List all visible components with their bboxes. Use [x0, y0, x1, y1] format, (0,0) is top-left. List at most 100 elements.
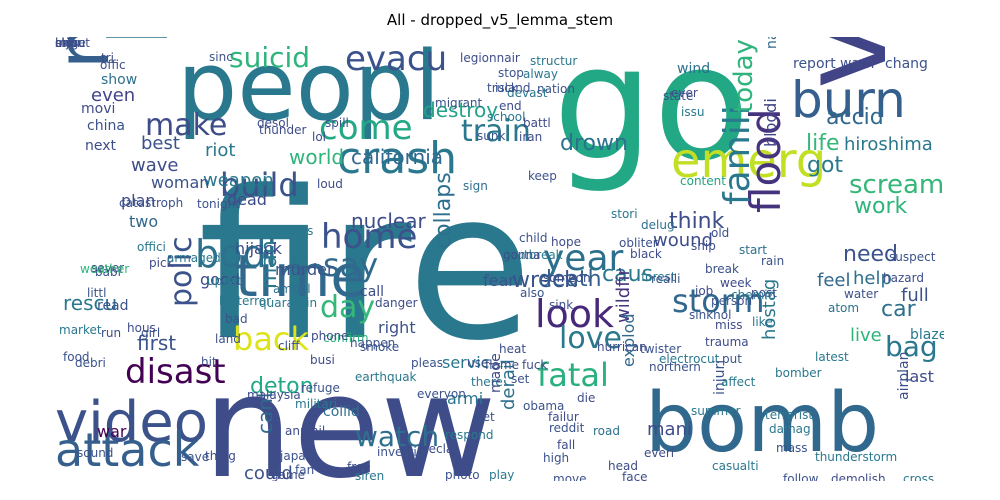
cloud-word: catastroph: [119, 196, 184, 210]
cloud-word: refuge: [301, 381, 340, 395]
cloud-word: job: [695, 284, 714, 298]
cloud-word: smoke: [360, 340, 400, 354]
cloud-word: truck: [487, 81, 518, 95]
cloud-word: help: [853, 268, 892, 289]
cloud-word: weather: [80, 262, 130, 276]
cloud-word: stop: [498, 66, 524, 80]
cloud-word: work: [854, 194, 908, 219]
cloud-word: northern: [649, 360, 701, 374]
cloud-word: chang: [885, 56, 928, 72]
cloud-word: home: [321, 217, 418, 257]
cloud-word: thing: [205, 449, 236, 463]
cloud-word: look: [535, 292, 615, 336]
cloud-word: malaysia: [247, 388, 301, 402]
cloud-word: video: [55, 390, 208, 455]
cloud-word: report: [793, 56, 836, 72]
cloud-word: move: [553, 472, 587, 481]
cloud-word: next: [85, 138, 117, 154]
cloud-word: black: [630, 247, 662, 261]
cloud-word: hous: [127, 321, 156, 335]
cloud-word: everyon: [417, 387, 466, 401]
cloud-word: lol: [312, 130, 327, 144]
cloud-word: fire: [198, 148, 534, 386]
cloud-word: someon: [543, 271, 591, 285]
cloud-word: nuclear: [351, 209, 426, 233]
cloud-word: land: [215, 332, 241, 346]
cloud-word: tri: [101, 51, 114, 65]
cloud-word: come: [319, 108, 413, 148]
cloud-word: content: [680, 174, 726, 188]
cloud-word: bloodi: [761, 98, 780, 147]
cloud-word: warn: [840, 56, 875, 72]
cloud-word: food: [63, 350, 90, 364]
cloud-word: girl: [141, 326, 161, 340]
cloud-word: desol: [257, 116, 289, 130]
cloud-word: show: [101, 72, 138, 88]
cloud-word: heat: [499, 342, 527, 356]
cloud-word: issu: [681, 105, 705, 119]
cloud-word: migrant: [435, 96, 483, 110]
cloud-word: end: [499, 99, 522, 113]
cloud-word: market: [59, 323, 102, 337]
cloud-word: road: [593, 424, 620, 438]
cloud-word: thunder: [259, 123, 307, 137]
cloud-word: world: [289, 145, 345, 169]
cloud-word: collid: [323, 404, 360, 420]
cloud-word: go: [553, 37, 750, 196]
cloud-word: spill: [325, 116, 349, 130]
cloud-word: drown: [560, 131, 628, 156]
cloud-word: mass: [776, 441, 808, 455]
cloud-word: iran: [519, 130, 543, 144]
cloud-word: china: [87, 118, 125, 134]
cloud-word: releas: [277, 224, 314, 238]
cloud-word: bioterror: [219, 294, 272, 308]
cloud-word: set: [511, 372, 530, 386]
cloud-word: thunderstorm: [815, 450, 898, 464]
cloud-word: could: [244, 463, 293, 482]
cloud-word: first: [137, 331, 177, 355]
cloud-word: cross: [903, 472, 935, 481]
cloud-word: state: [663, 89, 694, 103]
cloud-word: affect: [721, 375, 756, 389]
cloud-word: burn: [791, 71, 906, 129]
cloud-word: sinkhol: [689, 308, 732, 322]
cloud-word: week: [720, 276, 752, 290]
cloud-word: feel: [817, 270, 851, 291]
cloud-word: militari: [295, 397, 338, 411]
cloud-word: mani: [647, 419, 692, 440]
cloud-word: chemic: [731, 288, 775, 302]
cloud-word: high: [543, 451, 570, 465]
cloud-word: miss: [715, 318, 743, 332]
cloud-word: hurrican: [597, 340, 647, 354]
cloud-word: nation: [537, 82, 575, 96]
cloud-word: woman: [151, 173, 210, 192]
cloud-word: say: [323, 246, 379, 284]
cloud-word: latest: [815, 350, 849, 364]
cloud-word: respond: [445, 428, 494, 442]
cloud-word: rescu: [63, 291, 118, 315]
cloud-word: damag: [769, 422, 811, 436]
cloud-word: structur: [530, 54, 578, 68]
cloud-word: hope: [551, 235, 581, 249]
cloud-word: annihil: [285, 424, 326, 438]
cloud-word: sever: [91, 261, 125, 275]
cloud-word: two: [129, 212, 159, 231]
cloud-word: game: [271, 468, 306, 481]
cloud-word: disast: [125, 352, 226, 392]
cloud-word: close: [55, 37, 86, 50]
cloud-word: made: [488, 353, 504, 393]
chart-title: All - dropped_v5_lemma_stem: [386, 11, 614, 29]
cloud-word: natur: [764, 37, 780, 49]
cloud-word: outbreak: [509, 248, 563, 262]
cloud-word: phone: [311, 329, 349, 343]
cloud-word: sign: [463, 179, 488, 193]
cloud-word: break: [705, 262, 739, 276]
cloud-word: declar: [421, 442, 459, 456]
cloud-word: offici: [137, 240, 166, 254]
cloud-word: evacu: [345, 39, 448, 79]
cloud-word: use: [467, 356, 489, 370]
cloud-word: debri: [75, 356, 106, 370]
cloud-word: watch: [355, 420, 440, 453]
cloud-word: injur: [55, 37, 82, 50]
cloud-word: put: [722, 352, 742, 366]
